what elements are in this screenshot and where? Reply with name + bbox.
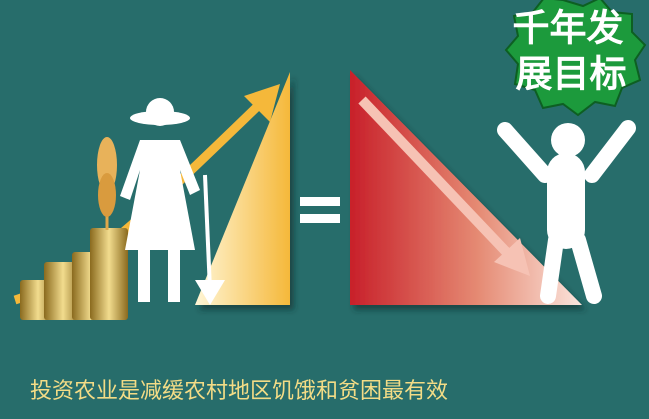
equals-bar [300, 214, 340, 223]
coin-stacks [20, 228, 128, 320]
badge-line: 千年发 [513, 7, 624, 50]
caption: 投资农业是减缓农村地区饥饿和贫困最有效 [30, 379, 448, 404]
equals-bar [300, 197, 340, 206]
infographic: 千年发 展目标 投资农业是减缓农村地区饥饿和贫困最有效 [0, 0, 649, 419]
badge-line: 展目标 [516, 53, 627, 96]
farmer-woman [120, 98, 210, 302]
person-head [551, 123, 585, 157]
wheat [97, 137, 117, 230]
